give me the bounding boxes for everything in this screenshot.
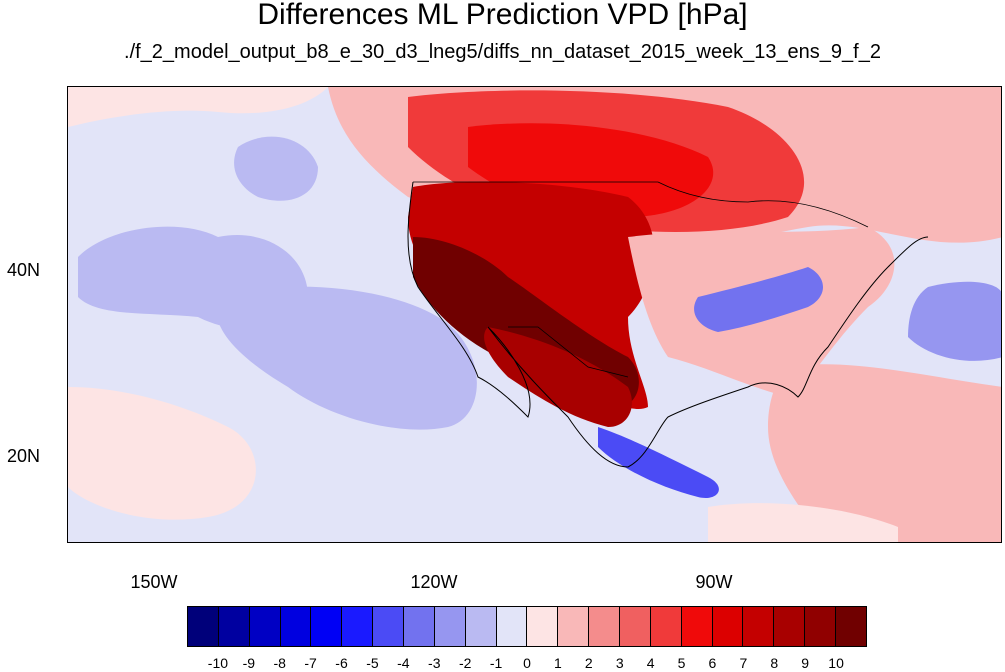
- colorbar-tick-label: -8: [273, 655, 286, 671]
- colorbar-swatch: [465, 607, 497, 646]
- colorbar-swatch: [188, 607, 219, 646]
- lon-label-90w: 90W: [695, 572, 733, 592]
- colorbar-tick-label: -10: [207, 655, 229, 671]
- map-title: Differences ML Prediction VPD [hPa]: [257, 0, 748, 31]
- colorbar-tick-label: -6: [335, 655, 348, 671]
- colorbar-tick-label: 3: [615, 655, 624, 671]
- map-subtitle: ./f_2_model_output_b8_e_30_d3_lneg5/diff…: [124, 41, 881, 63]
- colorbar-tick-label: 10: [828, 655, 844, 671]
- colorbar-swatch: [558, 607, 590, 646]
- colorbar-tick-label: -2: [458, 655, 472, 671]
- caribbean-pink-region: [708, 503, 898, 542]
- colorbar-swatch: [373, 607, 405, 646]
- vpd-difference-map: [68, 87, 1001, 542]
- us-border: [413, 181, 869, 378]
- lon-label-150w: 150W: [130, 572, 178, 592]
- lat-label-40n: 40N: [6, 260, 40, 280]
- colorbar-tick-label: -5: [366, 655, 379, 671]
- colorbar-tick-label: 0: [523, 655, 531, 671]
- colorbar-swatch: [774, 607, 806, 646]
- colorbar-tick-label: 6: [708, 655, 717, 671]
- colorbar-tick-label: -4: [397, 655, 410, 671]
- colorbar-swatch: [712, 607, 744, 646]
- colorbar-swatch: [342, 607, 374, 646]
- coastline: [407, 181, 929, 468]
- colorbar-tick-label: 1: [554, 655, 562, 671]
- colorbar-tick-label: 7: [739, 655, 748, 671]
- colorbar-swatch: [496, 607, 528, 646]
- lat-label-20n: 20N: [6, 446, 40, 466]
- colorbar-swatch: [681, 607, 713, 646]
- colorbar-tick-label: 2: [584, 655, 593, 671]
- colorbar-swatch: [805, 607, 837, 646]
- colorbar-swatch: [743, 607, 775, 646]
- colorbar-swatch: [589, 607, 621, 646]
- colorbar-swatch: [527, 607, 559, 646]
- colorbar-swatch: [404, 607, 435, 646]
- pacific-blue-region-3: [234, 136, 318, 201]
- colorbar-tick-label: -7: [304, 655, 317, 671]
- colorbar-tick-label: 9: [801, 655, 810, 671]
- colorbar-tick-label: 8: [770, 655, 779, 671]
- colorbar-tick-label: -1: [489, 655, 503, 671]
- pacific-blue-region-2: [216, 286, 477, 430]
- atlantic-blue-region: [908, 281, 1001, 361]
- colorbar-swatch: [249, 607, 281, 646]
- colorbar-tick-label: -3: [428, 655, 441, 671]
- colorbar-swatch: [836, 607, 866, 646]
- colorbar-tick-label: 4: [646, 655, 655, 671]
- us-east-cool-region: [694, 267, 823, 332]
- colorbar-swatch: [650, 607, 682, 646]
- colorbar-swatch: [311, 607, 343, 646]
- gulf-blue-region: [598, 427, 719, 498]
- colorbar-swatch: [620, 607, 651, 646]
- colorbar-tick-label: -9: [242, 655, 256, 671]
- colorbar-swatch: [218, 607, 250, 646]
- colorbar-swatch: [280, 607, 312, 646]
- atlantic-warm-region: [768, 364, 1001, 542]
- colorbar: [187, 606, 867, 647]
- pacific-pink-region: [68, 387, 256, 520]
- pacific-pink-north: [68, 87, 328, 127]
- map-panel: [67, 86, 1002, 543]
- lon-label-120w: 120W: [410, 572, 458, 592]
- colorbar-tick-label: 5: [677, 655, 686, 671]
- mexico-hot-region: [484, 327, 632, 427]
- colorbar-swatch: [434, 607, 466, 646]
